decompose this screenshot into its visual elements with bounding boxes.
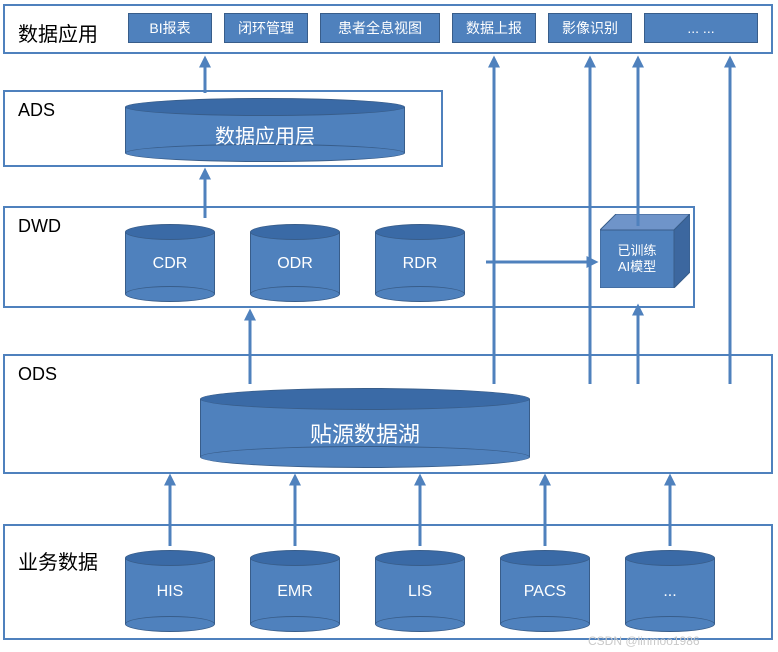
ai-cube-label: 已训练AI模型	[600, 243, 674, 274]
dwd-cylinder-2: RDR	[375, 224, 465, 302]
layer-label-ods: ODS	[18, 364, 57, 385]
biz-cylinder-2-label: LIS	[375, 583, 465, 601]
app-box-2: 患者全息视图	[320, 13, 440, 43]
layer-label-app: 数据应用	[18, 18, 98, 47]
biz-cylinder-4-label: ...	[625, 583, 715, 601]
biz-cylinder-0: HIS	[125, 550, 215, 632]
ads-cylinder: 数据应用层	[125, 98, 405, 162]
diagram-canvas: 数据应用 ADS DWD ODS 业务数据 BI报表闭环管理患者全息视图数据上报影像识别.…	[0, 0, 778, 652]
app-box-1: 闭环管理	[224, 13, 308, 43]
watermark: CSDN @linmoo1986	[588, 634, 700, 648]
layer-box-dwd	[3, 206, 695, 308]
biz-cylinder-2: LIS	[375, 550, 465, 632]
app-box-3: 数据上报	[452, 13, 536, 43]
ods-cylinder-label: 贴源数据湖	[200, 417, 530, 449]
app-box-5: ... ...	[644, 13, 758, 43]
app-box-4: 影像识别	[548, 13, 632, 43]
dwd-cylinder-0: CDR	[125, 224, 215, 302]
ods-cylinder: 贴源数据湖	[200, 388, 530, 468]
app-box-0: BI报表	[128, 13, 212, 43]
dwd-cylinder-1-label: ODR	[250, 255, 340, 273]
biz-cylinder-4: ...	[625, 550, 715, 632]
dwd-cylinder-0-label: CDR	[125, 255, 215, 273]
biz-cylinder-3-label: PACS	[500, 583, 590, 601]
biz-cylinder-3: PACS	[500, 550, 590, 632]
biz-cylinder-1-label: EMR	[250, 583, 340, 601]
layer-label-ads: ADS	[18, 100, 55, 121]
ads-cylinder-label: 数据应用层	[125, 120, 405, 149]
biz-cylinder-1: EMR	[250, 550, 340, 632]
layer-label-biz: 业务数据	[18, 546, 98, 575]
dwd-cylinder-1: ODR	[250, 224, 340, 302]
biz-cylinder-0-label: HIS	[125, 583, 215, 601]
layer-label-dwd: DWD	[18, 216, 61, 237]
dwd-cylinder-2-label: RDR	[375, 255, 465, 273]
